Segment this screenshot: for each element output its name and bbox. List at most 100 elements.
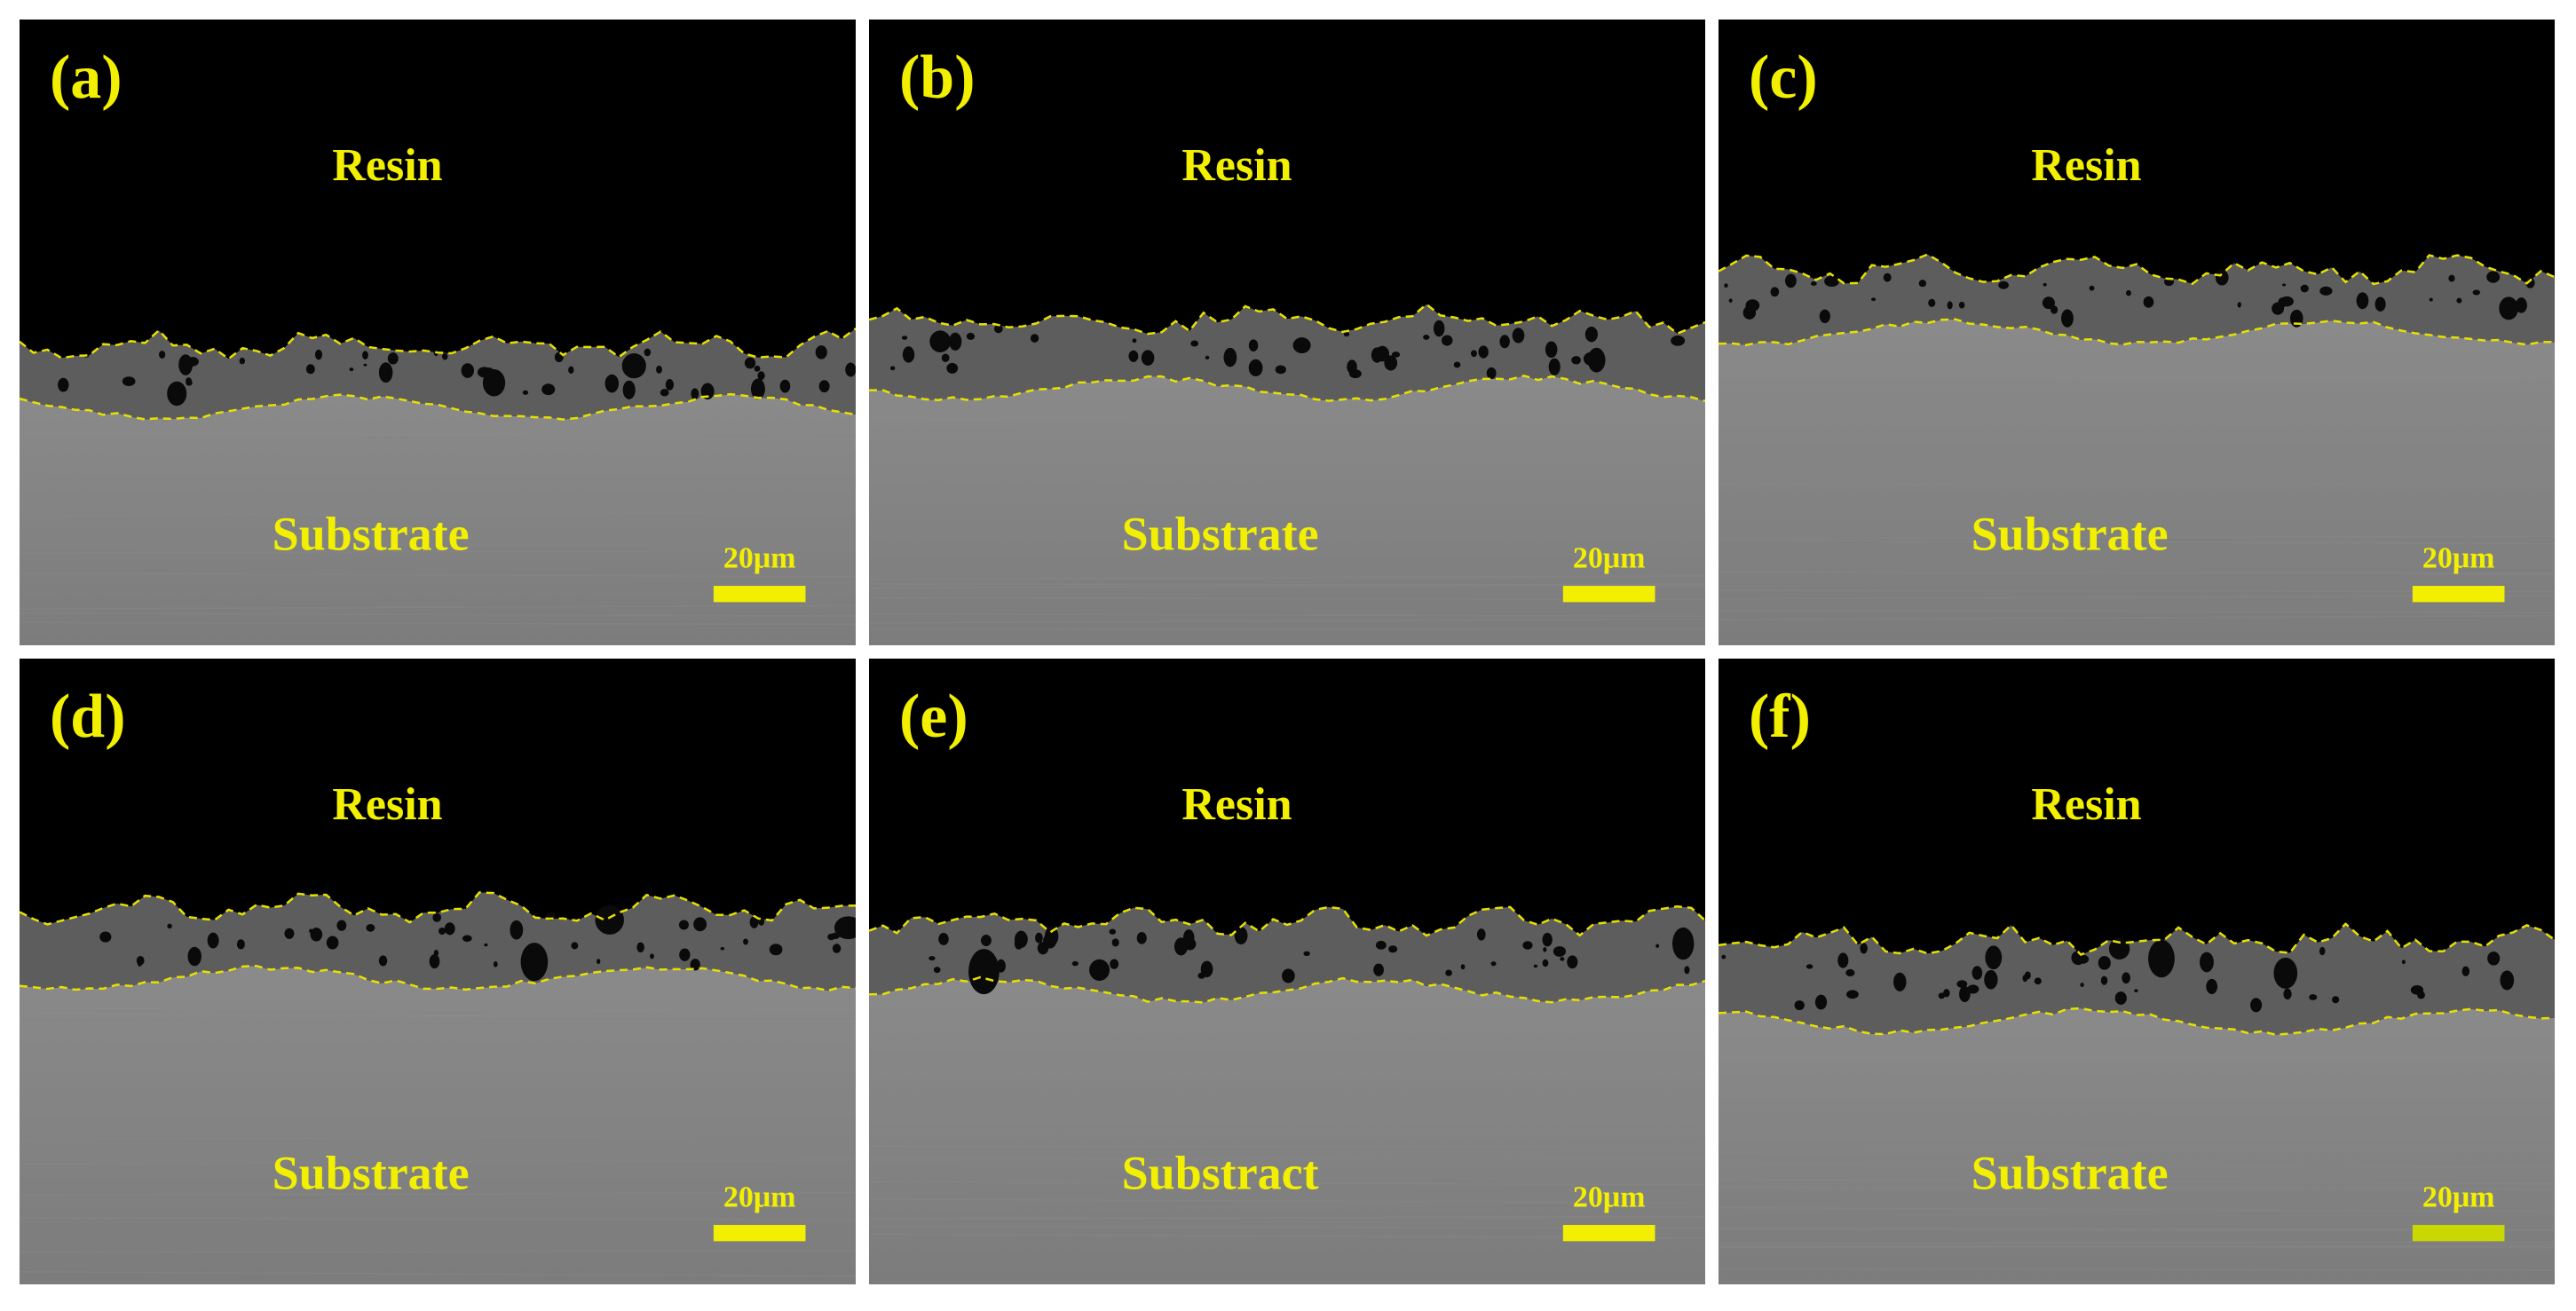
pore [1136, 932, 1147, 944]
coating [869, 304, 1705, 401]
pore [2134, 989, 2138, 992]
pore [1814, 994, 1828, 1010]
pore [1014, 937, 1023, 950]
pore [366, 924, 375, 932]
resin-label: Resin [2031, 779, 2141, 830]
pore [1478, 345, 1489, 359]
scratch [1719, 1186, 2555, 1190]
pore [622, 380, 636, 399]
pore [284, 928, 295, 939]
pore [1248, 339, 1259, 352]
scratch [1719, 1110, 2555, 1117]
scale-label: 20μm [2422, 542, 2495, 575]
scale-bar [2412, 1225, 2505, 1242]
substrate-label: Substrate [1122, 508, 1319, 561]
pore [1846, 990, 1859, 999]
pore [462, 935, 472, 943]
scratch [20, 1217, 856, 1220]
pore [656, 365, 663, 374]
scratch [20, 1087, 856, 1090]
pore [2281, 283, 2287, 287]
scratch [869, 479, 1705, 482]
pore [1870, 297, 1877, 302]
scratch [869, 1063, 1705, 1069]
pore [1548, 358, 1561, 375]
pore [2516, 297, 2527, 313]
pore [1035, 932, 1043, 944]
panel-label: (f) [1749, 683, 1811, 751]
pore [1343, 331, 1350, 337]
scratch [1719, 571, 2555, 574]
pore [2022, 975, 2028, 983]
panel-label: (e) [899, 683, 968, 751]
pore [1522, 941, 1533, 950]
pore [2114, 991, 2127, 1005]
pore [1985, 945, 2003, 970]
scratch [1719, 1241, 2555, 1244]
pore [1837, 952, 1849, 968]
pore [2375, 296, 2386, 312]
pore [1089, 959, 1110, 981]
pore [1560, 957, 1565, 961]
pore [2122, 972, 2130, 984]
coating [869, 906, 1705, 1003]
pore [1998, 280, 2009, 289]
boundary-top [1719, 253, 2555, 286]
scratch [869, 1145, 1705, 1149]
pore [660, 389, 669, 397]
panel-label: (c) [1749, 43, 1818, 112]
scratch [1719, 1163, 2555, 1169]
scratch [869, 618, 1705, 624]
pore [1445, 969, 1452, 976]
pore [1860, 943, 1868, 954]
scratch [20, 1158, 856, 1165]
pore [1371, 347, 1383, 363]
scratch [869, 1198, 1705, 1204]
pore [122, 376, 136, 386]
pore [1584, 326, 1598, 343]
pore [444, 922, 455, 936]
pore [167, 923, 172, 929]
substrate [869, 976, 1705, 1284]
pore [1571, 356, 1581, 365]
pore [1292, 337, 1311, 354]
pore [1728, 298, 1733, 303]
pore [1499, 335, 1510, 349]
resin-label: Resin [1181, 779, 1292, 830]
pore [207, 932, 219, 949]
pore [929, 330, 951, 352]
boundary-top [869, 303, 1705, 336]
pore [1655, 944, 1660, 948]
pore [1384, 355, 1398, 371]
pore [1373, 963, 1384, 976]
pore [2076, 954, 2090, 964]
pore [769, 944, 783, 956]
pore [750, 378, 765, 399]
pore [1671, 927, 1695, 960]
pore [744, 357, 756, 369]
pore [644, 348, 652, 357]
pore [2525, 277, 2535, 288]
pore [1810, 280, 1817, 287]
pore [2309, 994, 2318, 1000]
pore [1721, 954, 1727, 960]
scratch [1719, 1244, 2555, 1249]
pore [2319, 946, 2326, 956]
pore [1132, 338, 1137, 344]
pore [520, 943, 549, 982]
pore [1845, 968, 1855, 977]
scratch [20, 435, 856, 440]
scratch [1719, 540, 2555, 545]
pore [949, 332, 962, 351]
pore [2429, 297, 2433, 302]
pore [1893, 972, 1907, 991]
pore [2126, 289, 2131, 296]
pore [1671, 336, 1686, 346]
pore [665, 378, 674, 391]
pore [690, 959, 700, 971]
resin-label: Resin [332, 779, 442, 830]
substrate [20, 966, 856, 1284]
pore [1770, 287, 1780, 297]
pore [363, 363, 367, 367]
scale-bar [1562, 586, 1655, 603]
